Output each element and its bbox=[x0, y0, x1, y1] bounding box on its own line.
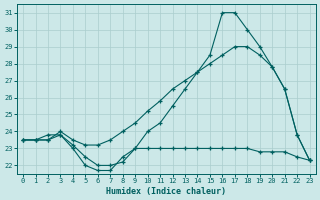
X-axis label: Humidex (Indice chaleur): Humidex (Indice chaleur) bbox=[106, 187, 226, 196]
